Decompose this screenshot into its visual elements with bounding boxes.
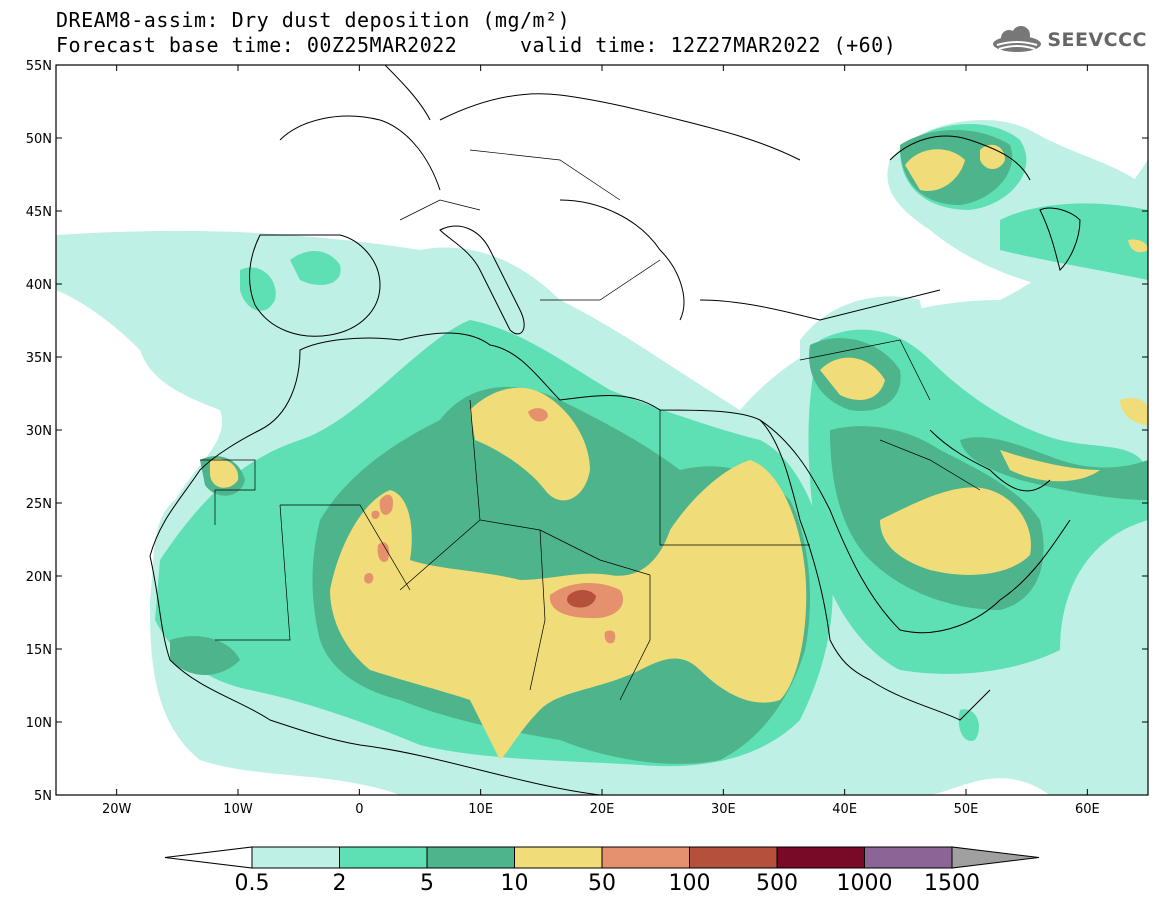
colorbar-segment <box>689 846 778 869</box>
colorbar-under-arrow <box>164 846 253 869</box>
cloud-icon <box>993 26 1042 52</box>
colorbar: 0.5 2 5 10 50 100 500 1000 1500 <box>164 846 1040 896</box>
colorbar-segment <box>251 846 340 869</box>
lon-tick-label: 50E <box>954 802 979 817</box>
lat-tick-label: 5N <box>34 789 52 804</box>
colorbar-over-arrow <box>951 846 1040 869</box>
lon-tick-label: 20E <box>590 802 615 817</box>
forecast-times: Forecast base time: 00Z25MAR2022 valid t… <box>56 33 897 57</box>
colorbar-label: 1500 <box>924 871 980 896</box>
seevccc-logo: SEEVCCC <box>991 26 1147 54</box>
colorbar-label: 0.5 <box>235 871 270 896</box>
lat-tick-label: 25N <box>26 497 52 512</box>
colorbar-segment <box>864 846 953 869</box>
logo-text: SEEVCCC <box>1047 29 1147 51</box>
colorbar-label: 1000 <box>837 871 893 896</box>
lon-tick-label: 20W <box>102 802 132 817</box>
colorbar-label: 5 <box>420 871 434 896</box>
lat-tick-label: 40N <box>26 278 52 293</box>
lon-tick-label: 30E <box>711 802 736 817</box>
coastlines <box>149 65 1081 795</box>
colorbar-label: 500 <box>756 871 798 896</box>
colorbar-segment <box>339 846 428 869</box>
lat-tick-label: 20N <box>26 570 52 585</box>
lat-tick-label: 35N <box>26 351 52 366</box>
lon-tick-label: 10W <box>223 802 253 817</box>
colorbar-label: 100 <box>669 871 711 896</box>
lon-tick-label: 10E <box>468 802 493 817</box>
lat-tick-label: 45N <box>26 205 52 220</box>
dust-level-100 <box>567 590 596 608</box>
colorbar-segment <box>601 846 690 869</box>
colorbar-segment <box>776 846 865 869</box>
lat-tick-label: 10N <box>26 716 52 731</box>
lon-tick-label: 60E <box>1075 802 1100 817</box>
colorbar-segment <box>426 846 515 869</box>
latitude-ticks: 55N 50N 45N 40N 35N 30N 25N 20N 15N 10N 5N <box>26 59 1148 804</box>
map-title: DREAM8-assim: Dry dust deposition (mg/m²… <box>56 8 571 32</box>
colorbar-label: 10 <box>501 871 529 896</box>
colorbar-label: 50 <box>588 871 616 896</box>
lat-tick-label: 15N <box>26 643 52 658</box>
colorbar-label: 2 <box>333 871 347 896</box>
lon-tick-label: 40E <box>832 802 857 817</box>
dust-field <box>56 120 1148 795</box>
lat-tick-label: 55N <box>26 59 52 74</box>
colorbar-segment <box>514 846 603 869</box>
lon-tick-label: 0 <box>355 802 363 817</box>
lat-tick-label: 30N <box>26 424 52 439</box>
country-borders <box>200 149 981 701</box>
longitude-ticks: 20W 10W 0 10E 20E 30E 40E 50E 60E <box>102 65 1100 817</box>
lat-tick-label: 50N <box>26 132 52 147</box>
